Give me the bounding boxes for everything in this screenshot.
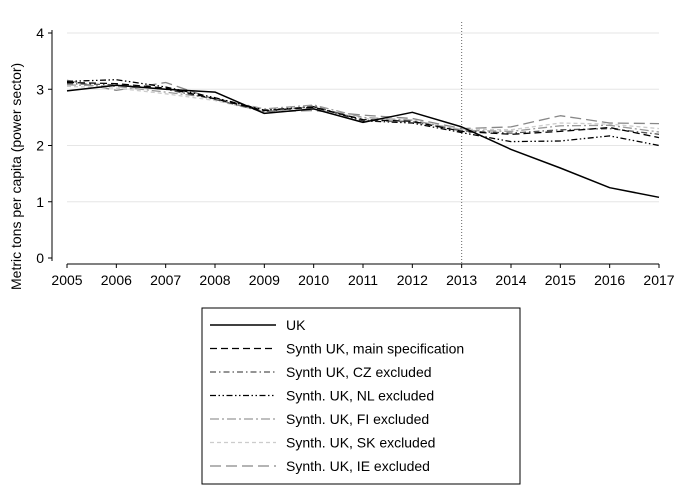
x-tick-label: 2013 — [446, 272, 477, 288]
legend-label: Synth. UK, NL excluded — [286, 388, 434, 404]
series-line-7 — [66, 79, 660, 130]
legend-label: Synth. UK, FI excluded — [286, 411, 429, 427]
y-tick-label: 1 — [36, 194, 44, 210]
x-tick-label: 2010 — [298, 272, 329, 288]
legend-label: Synth. UK, SK excluded — [286, 435, 435, 451]
series-line-6 — [66, 85, 660, 131]
axes — [48, 30, 660, 268]
legend-label: UK — [286, 317, 306, 333]
x-tick-label: 2016 — [594, 272, 625, 288]
series-line-1 — [66, 84, 660, 199]
legend-label: Synth UK, main specification — [286, 341, 464, 357]
x-tick-label: 2005 — [51, 272, 82, 288]
y-tick-label: 3 — [36, 81, 44, 97]
x-tick-label: 2007 — [150, 272, 181, 288]
series-line-2 — [66, 81, 660, 139]
y-tick-label: 0 — [36, 250, 44, 266]
x-tick-label: 2008 — [199, 272, 230, 288]
y-tick-label: 2 — [36, 138, 44, 154]
legend: UK Synth UK, main specification Synth UK, … — [201, 307, 521, 485]
gridlines — [67, 32, 659, 203]
x-tick-label: 2015 — [545, 272, 576, 288]
x-tick-label: 2017 — [643, 272, 674, 288]
x-tick-label: 2009 — [249, 272, 280, 288]
tick-labels: 0 1 2 3 4 2005 2006 2007 2008 2009 2010 2011 2012 201… — [36, 25, 675, 288]
series-lines — [66, 79, 660, 199]
x-tick-label: 2014 — [495, 272, 526, 288]
legend-box — [201, 307, 521, 485]
y-axis-label: Metric tons per capita (power sector) — [8, 63, 24, 290]
legend-label: Synth. UK, IE excluded — [286, 458, 430, 474]
legend-label: Synth UK, CZ excluded — [286, 364, 432, 380]
y-tick-label: 4 — [36, 25, 44, 41]
series-line-5 — [66, 84, 660, 133]
x-tick-label: 2011 — [348, 272, 378, 288]
x-tick-label: 2012 — [397, 272, 428, 288]
x-tick-label: 2006 — [101, 272, 132, 288]
